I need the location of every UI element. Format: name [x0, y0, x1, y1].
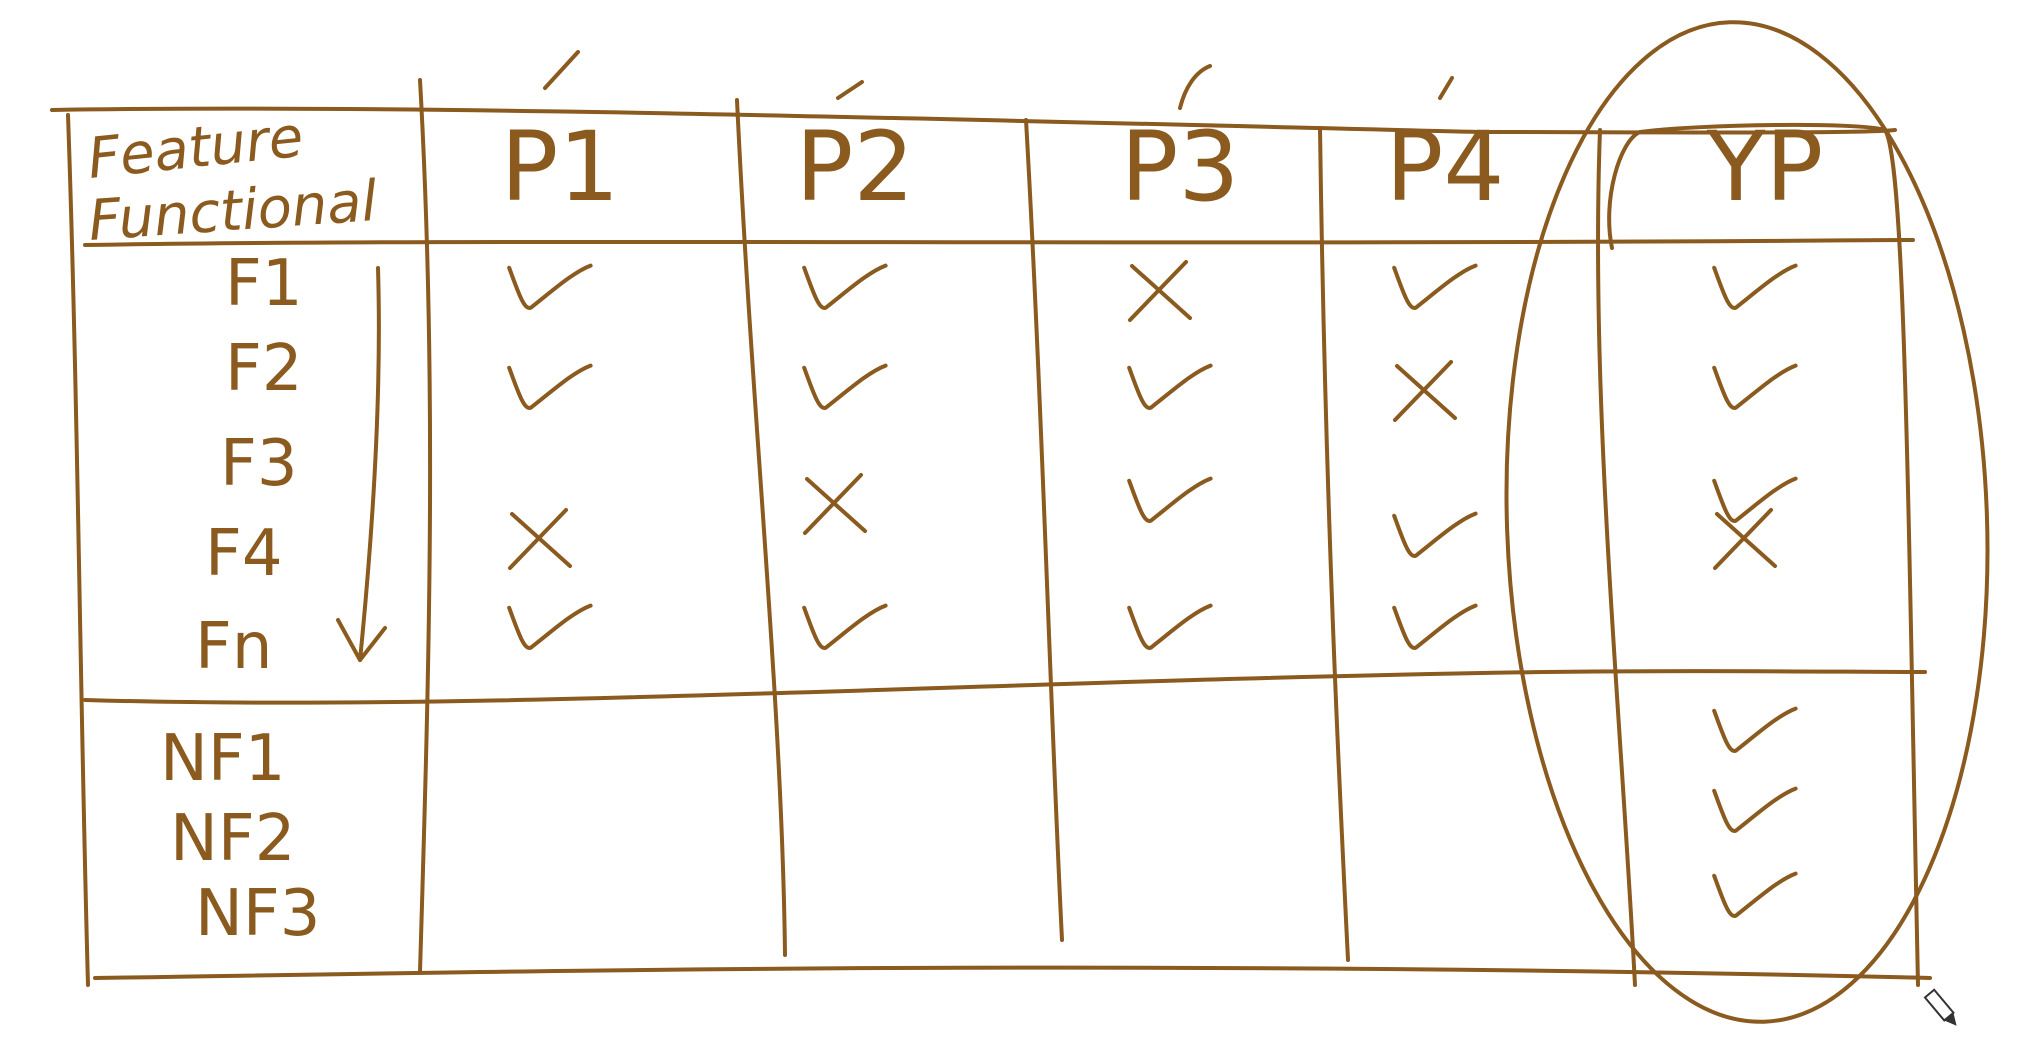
- cross-mark-icon: [1713, 508, 1777, 570]
- column-header-yp: YP: [1706, 111, 1824, 223]
- column-divider-5: [1596, 128, 1637, 987]
- check-mark-icon: [1127, 476, 1213, 523]
- check-mark-icon: [1392, 263, 1478, 310]
- check-mark-icon: [507, 603, 593, 650]
- down-arrow-icon: [336, 266, 387, 662]
- tick-mark-p3: [1178, 64, 1212, 110]
- section-divider-line: [83, 669, 1927, 705]
- check-mark-icon: [1712, 363, 1798, 410]
- check-mark-icon: [1712, 871, 1798, 918]
- pen-cursor-icon: [1923, 988, 1957, 1026]
- check-mark-icon: [1712, 706, 1798, 753]
- check-mark-icon: [1712, 263, 1798, 310]
- check-mark-icon: [1712, 476, 1798, 523]
- table-top-border: [50, 106, 1897, 135]
- column-header-p2: P2: [796, 111, 915, 223]
- cross-mark-icon: [508, 508, 572, 570]
- check-mark-icon: [507, 363, 593, 410]
- tick-mark-p4: [1438, 76, 1454, 100]
- check-mark-icon: [1127, 603, 1213, 650]
- header-tick-marks: [543, 50, 1454, 110]
- check-mark-icon: [1127, 363, 1213, 410]
- row-label-nf1: NF1: [160, 722, 285, 796]
- check-mark-icon: [507, 263, 593, 310]
- check-mark-icon: [802, 363, 888, 410]
- row-label-fn: Fn: [195, 610, 272, 684]
- row-label-f4: F4: [205, 517, 283, 591]
- cross-mark-icon: [803, 473, 867, 535]
- check-mark-icon: [802, 603, 888, 650]
- yp-highlight-ellipse: [1504, 20, 1990, 1024]
- column-header-p3: P3: [1121, 111, 1240, 223]
- cell-marks: [507, 260, 1798, 918]
- table-bottom-border: [93, 965, 1932, 980]
- row-label-f2: F2: [225, 332, 303, 406]
- column-header-p1: P1: [501, 111, 620, 223]
- row-label-f1: F1: [225, 247, 303, 321]
- table-grid: [50, 78, 1932, 987]
- tick-mark-p2: [836, 80, 864, 100]
- check-mark-icon: [1712, 786, 1798, 833]
- row-label-nf2: NF2: [170, 802, 295, 876]
- column-divider-4: [1318, 126, 1350, 962]
- cross-mark-icon: [1128, 260, 1192, 322]
- table-left-border: [66, 113, 90, 987]
- check-mark-icon: [1392, 603, 1478, 650]
- check-mark-icon: [802, 263, 888, 310]
- column-divider-3: [1024, 118, 1064, 942]
- tick-mark-p1: [543, 50, 580, 90]
- column-header-p4: P4: [1386, 111, 1505, 223]
- check-mark-icon: [1392, 511, 1478, 558]
- row-label-nf3: NF3: [195, 877, 320, 951]
- row-label-f3: F3: [220, 427, 298, 501]
- column-divider-1: [418, 78, 433, 974]
- column-divider-2: [735, 98, 787, 957]
- header-divider-line: [83, 238, 1915, 247]
- cross-mark-icon: [1393, 360, 1457, 422]
